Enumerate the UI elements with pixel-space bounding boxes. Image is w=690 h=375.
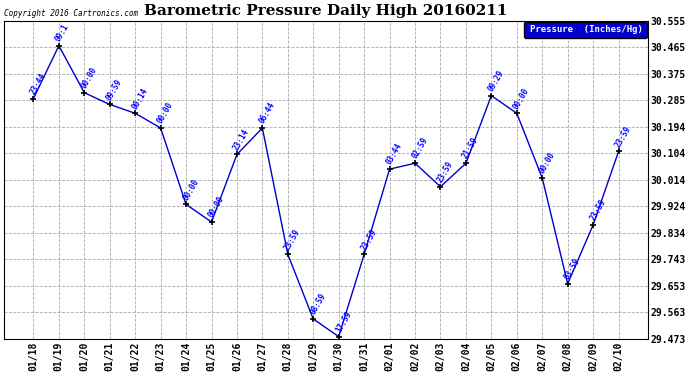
Text: 23:14: 23:14 — [232, 127, 251, 152]
Text: 03:59: 03:59 — [562, 256, 582, 281]
Text: 00:00: 00:00 — [156, 100, 175, 125]
Text: 00:14: 00:14 — [130, 86, 150, 111]
Text: 00:00: 00:00 — [79, 65, 99, 90]
Text: 09:29: 09:29 — [486, 68, 506, 93]
Text: 08:59: 08:59 — [308, 292, 328, 316]
Text: 23:59: 23:59 — [613, 124, 633, 149]
Text: 23:59: 23:59 — [283, 227, 302, 252]
Text: 09:1: 09:1 — [54, 22, 71, 43]
Text: Copyright 2016 Cartronics.com: Copyright 2016 Cartronics.com — [4, 9, 138, 18]
Text: 09:59: 09:59 — [105, 77, 124, 102]
Text: 00:00: 00:00 — [538, 151, 557, 175]
Text: 23:59: 23:59 — [435, 159, 455, 184]
Text: 00:00: 00:00 — [181, 177, 200, 202]
Text: 02:59: 02:59 — [410, 136, 429, 160]
Text: 00:00: 00:00 — [206, 195, 226, 219]
Text: 06:44: 06:44 — [257, 100, 277, 125]
Text: 21:59: 21:59 — [461, 136, 480, 160]
Text: 23:59: 23:59 — [588, 198, 607, 222]
Text: 23:59: 23:59 — [359, 227, 379, 252]
Title: Barometric Pressure Daily High 20160211: Barometric Pressure Daily High 20160211 — [144, 4, 508, 18]
Text: 03:44: 03:44 — [384, 142, 404, 166]
Legend: Pressure  (Inches/Hg): Pressure (Inches/Hg) — [524, 22, 647, 38]
Text: 00:00: 00:00 — [512, 86, 531, 111]
Text: 17:59: 17:59 — [334, 309, 353, 334]
Text: 23:44: 23:44 — [28, 71, 48, 96]
